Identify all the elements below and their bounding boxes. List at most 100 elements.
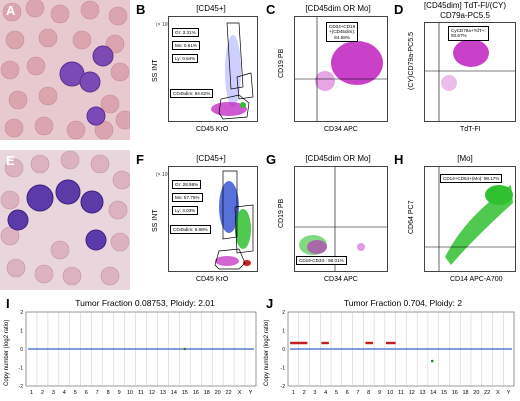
chromosome-label: 10 [127,390,133,396]
panel-label: B [136,2,146,17]
chromosome-label: X [496,390,500,396]
plot-title: [CD45dim OR Mo] [305,4,371,13]
chromosome-label: 15 [441,390,447,396]
panel-g-flow: G [CD45dim OR Mo] CD19-CD34-: 98.01% CD1… [266,150,392,295]
blood-smear-image-e [0,150,132,290]
y-tick-label: 2 [282,310,285,316]
gate-label: Mo: 57.75% [172,193,203,203]
y-tick-label: -2 [281,384,286,390]
gate-label: Ly: 0.64% [172,54,199,64]
y-tick-label: -1 [281,366,286,372]
chromosome-label: 14 [171,390,177,396]
y-tick-label: 0 [20,347,23,353]
chromosome-label: 8 [367,390,370,396]
panel-i-cnv: I Tumor Fraction 0.08753, Ploidy: 2.01 C… [0,296,262,401]
panel-d-flow: D [CD45dim] TdT-FI/(CY) CD79a-PC5.5 CyCD… [394,0,520,145]
chromosome-label: 9 [378,390,381,396]
panel-label: F [136,152,144,167]
plot-title: Tumor Fraction 0.08753, Ploidy: 2.01 [75,298,215,308]
plot-title: [Mo] [457,154,473,163]
plot-title: [CD45dim OR Mo] [305,154,371,163]
panel-label: D [394,2,404,17]
y-axis-label: SS INT [152,209,159,232]
chromosome-label: 12 [149,390,155,396]
chromosome-label: Y [507,390,511,396]
cnv-plot-svg: 210-1-21 2 3 4 5 6 7 8 9 10 11 12 13 14 15 16 18 20 22 X Y [281,310,515,396]
y-axis-label: CD64 PC7 [408,200,415,234]
plot-subtitle: CD79a-PC5.5 [440,11,490,20]
chromosome-label: 7 [96,390,99,396]
panel-label: H [394,152,404,167]
panel-label: C [266,2,276,17]
chromosome-label: 3 [52,390,55,396]
panel-label: I [6,296,10,311]
scatter-svg [295,17,387,121]
y-axis-label: (CY)CD79a-PC5.5 [408,32,415,90]
panel-a-smear: A [0,0,135,140]
chromosome-label: 3 [313,390,316,396]
cnv-loss-point [183,347,187,351]
x-axis-label: CD45 KrO [196,276,229,283]
panel-label: J [266,296,274,311]
plot-title: Tumor Fraction 0.704, Ploidy: 2 [343,298,463,308]
gate-label: Mo: 0.61% [172,41,200,51]
plot-title: [CD45+] [196,4,226,13]
chromosome-label: 4 [63,390,66,396]
chromosome-label: 4 [324,390,327,396]
chromosome-label: 16 [452,390,458,396]
scatter-svg [295,167,387,271]
x-axis-label: CD45 KrO [196,126,229,133]
y-axis-label: CD19 PB [278,198,285,228]
gate-label: CyCD79a+TdT+: 93.67% [448,26,489,41]
scatter-svg [214,170,254,270]
chromosome-label: 15 [182,390,188,396]
gate-label: CD14+CD64+(Mo): 98.17% [440,174,503,184]
chromosome-label: 5 [74,390,77,396]
chromosome-label: 9 [118,390,121,396]
y-axis-label: CD19 PB [278,48,285,78]
chromosome-label: 8 [107,390,110,396]
x-axis-label: CD14 APC-A700 [450,276,503,283]
panel-f-flow: F [CD45+] (× 10³) Gr: 28.98% Mo: 57.75% … [136,150,262,295]
x-axis-label: TdT-FI [460,126,481,133]
panel-c-flow: C [CD45dim OR Mo] CD34+CD19 +(CD45dim): … [266,0,392,145]
chromosome-label: 16 [193,390,199,396]
plot-title: [CD45+] [196,154,226,163]
plot-title: [CD45dim] TdT-FI/(CY) [423,1,507,10]
blood-smear-image-a [0,0,135,140]
chromosome-label: 5 [335,390,338,396]
chromosome-label: 20 [473,390,479,396]
chromosome-label: 6 [346,390,349,396]
gate-label: Gr: 28.98% [172,180,202,190]
panel-label: A [6,3,16,18]
scatter-svg [211,22,254,120]
y-tick-label: 2 [20,310,23,316]
y-scale-note: (× 10³) [156,172,171,178]
gate-label: CD19-CD34-: 98.01% [296,256,347,266]
chromosome-label: Y [249,390,253,396]
x-axis-label: CD34 APC [324,126,358,133]
y-tick-label: -1 [19,366,24,372]
chromosome-label: X [238,390,242,396]
gate-label: Gr: 3.31% [172,28,199,38]
chromosome-label: 6 [85,390,88,396]
chromosome-label: 22 [226,390,232,396]
y-tick-label: -2 [19,384,24,390]
chromosome-label: 13 [419,390,425,396]
chromosome-label: 1 [292,390,295,396]
panel-h-flow: H [Mo] CD14+CD64+(Mo): 98.17% CD64 PC7 C… [394,150,520,295]
panel-b-flow: B [CD45+] (× 10³) Gr: 3.31% Mo: 0.61% Ly… [136,0,262,145]
chromosome-label: 20 [215,390,221,396]
chromosome-label: 13 [160,390,166,396]
gate-label: CD45dim: 94.62% [170,89,214,99]
chromosome-label: 11 [398,390,404,396]
chromosome-label: 2 [41,390,44,396]
chromosome-label: 18 [463,390,469,396]
y-tick-label: 1 [20,329,23,335]
panel-e-smear: E [0,150,132,290]
cnv-loss-point [430,359,434,363]
panel-j-cnv: J Tumor Fraction 0.704, Ploidy: 2 Copy n… [262,296,520,401]
gate-label: CD34+CD19 +(CD45dim): 84.58% [326,22,359,42]
chromosome-label: 1 [30,390,33,396]
chromosome-label: 7 [356,390,359,396]
